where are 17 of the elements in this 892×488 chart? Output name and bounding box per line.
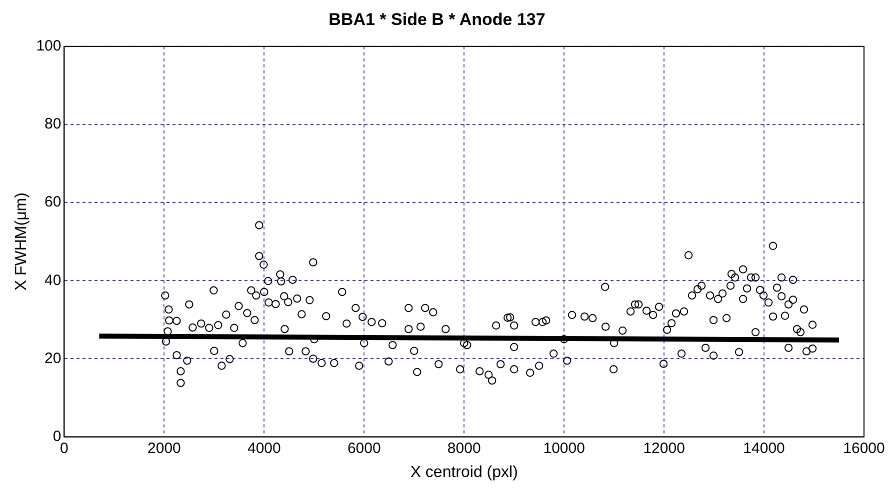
y-tick-label: 0 <box>52 428 62 445</box>
x-tick-label: 6000 <box>347 440 381 457</box>
y-tick-label: 40 <box>44 272 62 289</box>
y-tick-label: 80 <box>44 116 62 133</box>
x-tick-label: 14000 <box>743 440 785 457</box>
x-tick-label: 10000 <box>543 440 585 457</box>
y-tick-label: 60 <box>44 194 62 211</box>
y-tick-label: 100 <box>36 38 62 55</box>
x-tick-label: 16000 <box>843 440 885 457</box>
x-axis-title: X centroid (pxl) <box>410 464 518 481</box>
y-axis-title: X FWHM(μm) <box>13 192 30 291</box>
x-tick-label: 8000 <box>447 440 481 457</box>
x-tick-label: 12000 <box>643 440 685 457</box>
x-tick-label: 4000 <box>247 440 281 457</box>
y-tick-label: 20 <box>44 350 62 367</box>
chart-title: BBA1 * Side B * Anode 137 <box>328 10 546 29</box>
x-tick-label: 2000 <box>148 440 181 457</box>
